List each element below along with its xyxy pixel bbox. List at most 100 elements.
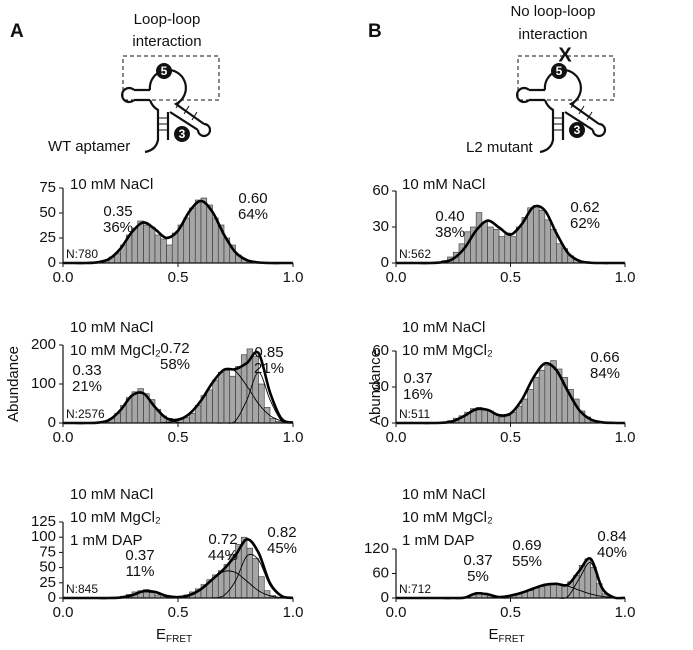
x-axis-title-sub: FRET (166, 634, 192, 645)
peak-efret-label: 0.82 (267, 524, 296, 541)
panel-label: A (10, 21, 24, 42)
histogram-bar (475, 212, 483, 264)
histogram-bar (189, 207, 196, 264)
histogram-bar (504, 232, 511, 264)
y-tick-label: 60 (372, 342, 389, 359)
x-tick-label: 0.0 (386, 269, 407, 286)
end-marker (156, 63, 172, 79)
y-tick-label: 50 (39, 204, 56, 221)
x-axis-title: EFRET (156, 626, 192, 645)
x-tick-label: 0.5 (168, 604, 189, 621)
histogram-bar (533, 205, 540, 264)
y-tick-label: 125 (31, 513, 56, 530)
histogram-bar (212, 217, 219, 264)
peak-efret-label: 0.37 (403, 370, 432, 387)
histogram-panel: 0 30 60 0.0 0.5 1.0 10 mM NaCl 10 mM MgCl₂ N:511… (367, 319, 635, 446)
n-label: N:2576 (66, 407, 105, 421)
y-tick-label: 120 (364, 540, 389, 557)
histogram-bar (148, 592, 156, 599)
histogram-bar (481, 409, 488, 424)
histogram-bar (527, 590, 534, 599)
histogram-bar (538, 209, 546, 264)
histogram-bar (200, 197, 208, 264)
histogram-bar (550, 583, 557, 599)
peak-efret-label: 0.62 (570, 199, 599, 216)
condition-label: 10 mM MgCl₂ (70, 342, 161, 359)
histogram-bar (131, 391, 139, 424)
peak-fraction-label: 64% (238, 206, 268, 223)
end-marker (551, 63, 567, 79)
n-label: N:780 (66, 247, 98, 261)
fit-total (63, 199, 293, 265)
y-tick-label: 25 (39, 574, 56, 591)
peak-fraction-label: 16% (403, 386, 433, 403)
y-tick-label: 75 (39, 543, 56, 560)
histogram-bar (550, 229, 557, 264)
histogram-bar (555, 243, 563, 264)
histogram-bar (498, 236, 506, 264)
peak-efret-label: 0.60 (238, 190, 267, 207)
histogram-bar (258, 383, 265, 424)
y-axis-title: Abundance (5, 346, 22, 422)
peak-efret-label: 0.84 (597, 528, 626, 545)
peak-efret-label: 0.40 (435, 208, 464, 225)
y-tick-label: 60 (372, 182, 389, 199)
x-tick-label: 0.0 (53, 604, 74, 621)
end-label: 5 (161, 64, 168, 78)
stem (144, 99, 170, 154)
x-axis-title-main: E (489, 626, 499, 643)
condition-label: 10 mM MgCl₂ (402, 509, 493, 526)
histogram-panel: 0 60 120 0.0 0.5 1.0 10 mM NaCl 10 mM MgCl₂ 1 mM… (364, 486, 635, 645)
x-tick-label: 1.0 (615, 604, 636, 621)
peak-fraction-label: 21% (254, 360, 284, 377)
peak-efret-label: 0.33 (72, 362, 101, 379)
peak-fraction-label: 58% (160, 356, 190, 373)
stem (539, 99, 565, 154)
left-arm (121, 86, 150, 104)
histogram-bar (154, 234, 162, 264)
x-tick-label: 1.0 (283, 269, 304, 286)
construct-label: WT aptamer (48, 138, 130, 155)
histogram-bar (538, 586, 546, 599)
histogram-bar (223, 370, 231, 424)
x-tick-label: 0.0 (53, 429, 74, 446)
condition-label: 10 mM NaCl (402, 319, 485, 336)
y-tick-label: 200 (31, 336, 56, 353)
peak-fraction-label: 44% (208, 547, 238, 564)
n-label: N:712 (399, 582, 431, 596)
histogram-bar (229, 375, 236, 424)
x-tick-label: 1.0 (283, 604, 304, 621)
histogram-bar (544, 584, 551, 599)
histogram-bar (493, 229, 500, 264)
y-tick-label: 75 (39, 179, 56, 196)
condition-label: 10 mM NaCl (402, 486, 485, 503)
y-tick-label: 0 (48, 254, 56, 271)
histogram-bar (544, 365, 551, 424)
peak-fraction-label: 40% (597, 544, 627, 561)
peak-efret-label: 0.66 (590, 349, 619, 366)
base-pairs (553, 99, 593, 131)
histogram-bar (527, 207, 534, 264)
peak-fraction-label: 84% (590, 365, 620, 382)
histogram-bar (148, 226, 156, 264)
y-tick-label: 0 (381, 414, 389, 431)
n-label: N:511 (399, 407, 430, 421)
histogram-bar (137, 220, 144, 264)
histogram-bar (510, 236, 517, 264)
histogram-bar (481, 221, 488, 264)
diagram-caption: interaction (132, 33, 201, 50)
condition-label: 10 mM NaCl (70, 319, 153, 336)
x-tick-label: 0.0 (386, 429, 407, 446)
peak-efret-label: 0.85 (254, 344, 283, 361)
y-tick-label: 60 (372, 564, 389, 581)
y-tick-label: 30 (372, 378, 389, 395)
histogram-bar (544, 219, 551, 264)
histogram-bar (143, 224, 150, 264)
y-tick-label: 25 (39, 229, 56, 246)
x-axis-title-sub: FRET (499, 634, 525, 645)
x-tick-label: 0.5 (500, 269, 521, 286)
y-tick-label: 100 (31, 375, 56, 392)
peak-efret-label: 0.72 (208, 531, 237, 548)
